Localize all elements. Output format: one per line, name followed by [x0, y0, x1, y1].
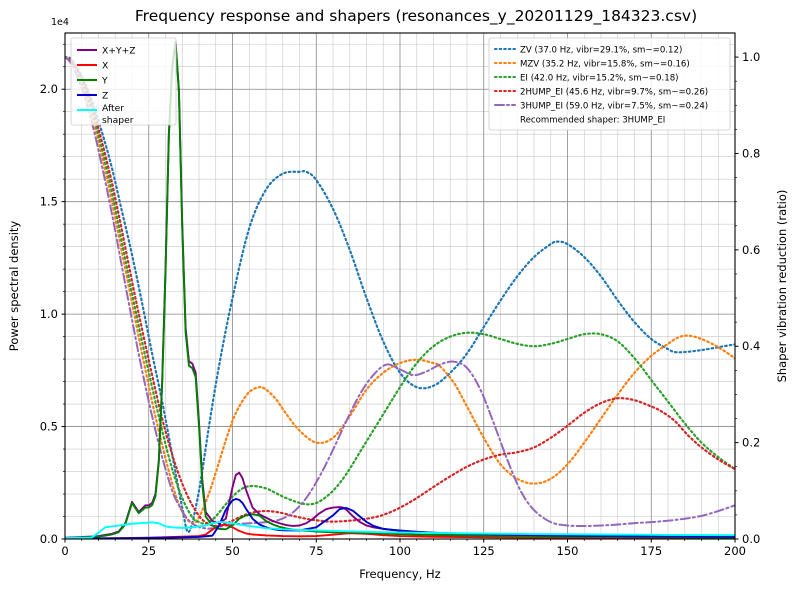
psd-legend-label[interactable]: X — [102, 60, 108, 71]
shaper-curve-ei — [65, 56, 735, 525]
shaper-legend-box — [488, 37, 731, 131]
y-tick-label: 2.0 — [40, 82, 58, 96]
x-axis-label: Frequency, Hz — [359, 567, 440, 581]
shaper-legend-label[interactable]: ZV (37.0 Hz, vibr=29.1%, sm~=0.12) — [520, 45, 682, 55]
x-tick-label: 0 — [61, 544, 68, 558]
shaper-legend-label[interactable]: 3HUMP_EI (59.0 Hz, vibr=7.5%, sm~=0.24) — [520, 101, 708, 111]
x-tick-label: 75 — [309, 544, 324, 558]
axes: 0 25 50 75 100 125 150 175 2000.00.51.01.52.00.0… — [40, 43, 760, 558]
psd-curve-aftershaper — [65, 520, 735, 539]
shaper-legend-label[interactable]: EI (42.0 Hz, vibr=15.2%, sm~=0.18) — [520, 73, 679, 83]
y2-tick-label: 0.6 — [742, 243, 760, 257]
shaper-curve-mzv — [65, 56, 735, 525]
x-tick-label: 200 — [724, 544, 746, 558]
psd-curves — [65, 41, 735, 539]
x-tick-label: 175 — [640, 544, 662, 558]
psd-legend-label[interactable]: shaper — [102, 115, 134, 126]
page-title: Frequency response and shapers (resonanc… — [135, 7, 697, 26]
psd-legend-label[interactable]: Z — [102, 90, 108, 101]
y2-tick-label: 0.4 — [742, 339, 760, 353]
y2-tick-label: 1.0 — [742, 50, 760, 64]
x-tick-label: 50 — [225, 544, 240, 558]
shaper-legend-label[interactable]: MZV (35.2 Hz, vibr=15.8%, sm~=0.16) — [520, 59, 690, 69]
y2-tick-label: 0.0 — [742, 532, 760, 546]
shaper-curve-zv — [65, 56, 735, 534]
y-tick-label: 1.5 — [40, 195, 58, 209]
y-tick-label: 1.0 — [40, 307, 58, 321]
y-tick-label: 0.5 — [40, 420, 58, 434]
x-tick-label: 125 — [473, 544, 495, 558]
shaper-legend-label[interactable]: 2HUMP_EI (45.6 Hz, vibr=9.7%, sm~=0.26) — [520, 87, 708, 97]
x-tick-label: 25 — [141, 544, 156, 558]
shaper-legend[interactable]: ZV (37.0 Hz, vibr=29.1%, sm~=0.12) MZV (3… — [488, 37, 731, 131]
psd-legend-label[interactable]: After — [102, 103, 124, 114]
recommended-shaper-label: Recommended shaper: 3HUMP_EI — [520, 115, 665, 125]
y-tick-label: 0.0 — [40, 532, 58, 546]
psd-legend-label[interactable]: X+Y+Z — [102, 45, 136, 56]
y-axis-offset-text: 1e4 — [51, 17, 69, 28]
psd-curve-y — [65, 42, 735, 539]
y-axis-label: Power spectral density — [7, 221, 21, 352]
x-tick-label: 100 — [389, 544, 411, 558]
y2-axis-label: Shaper vibration reduction (ratio) — [775, 190, 789, 383]
psd-legend-box — [70, 37, 177, 126]
x-tick-label: 150 — [557, 544, 579, 558]
y2-tick-label: 0.8 — [742, 146, 760, 160]
y2-tick-label: 0.2 — [742, 436, 760, 450]
psd-legend-label[interactable]: Y — [101, 75, 108, 86]
shaper-curve-3hump_ei — [65, 56, 735, 530]
